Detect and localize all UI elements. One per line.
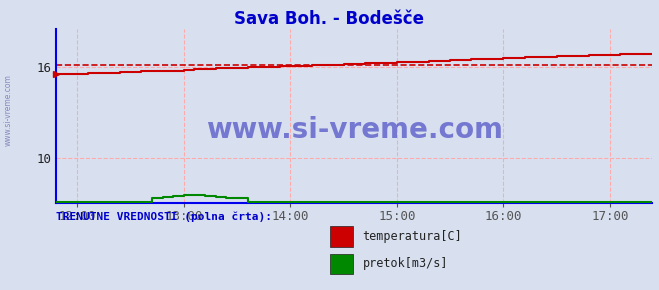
Text: pretok[m3/s]: pretok[m3/s] [362, 258, 448, 270]
Text: www.si-vreme.com: www.si-vreme.com [206, 116, 503, 144]
Text: TRENUTNE VREDNOSTI (polna črta):: TRENUTNE VREDNOSTI (polna črta): [56, 212, 272, 222]
Text: www.si-vreme.com: www.si-vreme.com [3, 74, 13, 146]
Text: Sava Boh. - Bodešče: Sava Boh. - Bodešče [235, 10, 424, 28]
Text: temperatura[C]: temperatura[C] [362, 230, 462, 243]
